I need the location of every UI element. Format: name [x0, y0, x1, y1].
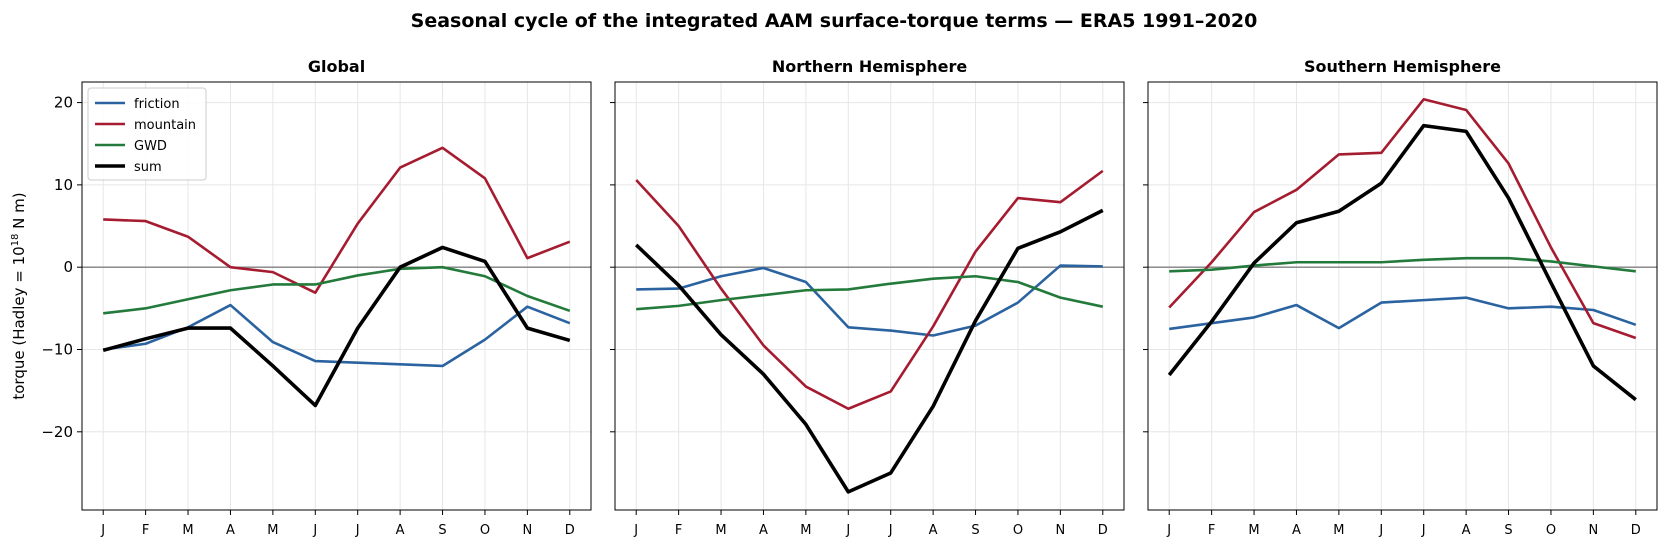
- x-tick-label: F: [675, 523, 682, 538]
- x-tick-label: S: [1504, 523, 1512, 538]
- x-tick-label: M: [1333, 523, 1344, 538]
- x-tick-label: S: [971, 523, 979, 538]
- legend-label: mountain: [134, 118, 196, 133]
- x-tick-label: O: [1013, 523, 1023, 538]
- x-tick-label: J: [1378, 523, 1383, 538]
- x-tick-label: A: [759, 523, 768, 538]
- series-line-mountain: [103, 146, 571, 295]
- x-tick-label: J: [100, 523, 105, 538]
- plot-frame: [81, 81, 592, 511]
- x-tick-label: F: [1208, 523, 1215, 538]
- legend: friction mountain GWD sum: [87, 87, 207, 181]
- plot-frame: [614, 81, 1125, 511]
- y-axis-label-exponent: 18: [10, 234, 21, 247]
- series-line-mountain: [635, 169, 1104, 411]
- series-line-mountain: [1168, 97, 1637, 340]
- x-tick-label: M: [182, 523, 193, 538]
- x-tick-label: J: [1166, 523, 1171, 538]
- x-tick-label: A: [1462, 523, 1471, 538]
- x-tick-label: S: [438, 523, 446, 538]
- x-tick-label: M: [267, 523, 278, 538]
- x-tick-label: J: [633, 523, 638, 538]
- x-tick-label: A: [929, 523, 938, 538]
- x-tick-label: N: [523, 523, 533, 538]
- x-tick-label: F: [142, 523, 149, 538]
- y-axis-label: torque (Hadley = 1018 N m): [10, 192, 28, 399]
- x-tick-label: N: [1056, 523, 1066, 538]
- series-line-gwd: [1169, 256, 1636, 273]
- series-line-gwd: [636, 274, 1104, 311]
- x-tick-label: D: [565, 523, 575, 538]
- figure-title: Seasonal cycle of the integrated AAM sur…: [411, 10, 1258, 32]
- y-tick-label: 10: [54, 176, 73, 194]
- y-axis-label-prefix: torque (Hadley = 10: [10, 246, 28, 399]
- y-axis-label-suffix: N m): [10, 192, 28, 233]
- x-tick-label: A: [226, 523, 235, 538]
- y-tick-label: 20: [54, 94, 73, 112]
- x-tick-label: A: [1292, 523, 1301, 538]
- legend-box: [87, 87, 207, 181]
- series-line-gwd: [103, 265, 571, 315]
- chart-panel-2: J F M A M J J A S O N D Northern Hemisphere: [610, 57, 1125, 538]
- x-tick-label: M: [715, 523, 726, 538]
- x-tick-label: D: [1098, 523, 1108, 538]
- y-tick-label: −20: [41, 423, 73, 441]
- x-tick-label: J: [355, 523, 360, 538]
- x-tick-label: M: [800, 523, 811, 538]
- panels: 20 10 0 −10 −20 J F M A M J J A S O N D Global friction mou…: [41, 57, 1658, 538]
- series-line-sum: [634, 208, 1104, 494]
- y-tick-label: 0: [63, 258, 73, 276]
- x-tick-label: D: [1631, 523, 1641, 538]
- legend-label: sum: [134, 160, 162, 175]
- x-tick-label: J: [888, 523, 893, 538]
- x-tick-label: O: [480, 523, 490, 538]
- chart-panel-3: J F M A M J J A S O N D Southern Hemisphere: [1143, 57, 1658, 538]
- x-tick-label: M: [1248, 523, 1259, 538]
- panel-title: Southern Hemisphere: [1304, 57, 1501, 76]
- legend-label: friction: [134, 97, 180, 112]
- x-tick-label: J: [1421, 523, 1426, 538]
- series-line-friction: [1169, 296, 1637, 331]
- x-tick-label: J: [312, 523, 317, 538]
- x-tick-label: N: [1589, 523, 1599, 538]
- chart-panel-1: 20 10 0 −10 −20 J F M A M J J A S O N D Global friction mou…: [41, 57, 592, 538]
- panel-title: Global: [308, 57, 365, 76]
- x-tick-label: A: [396, 523, 405, 538]
- x-tick-label: O: [1546, 523, 1556, 538]
- series-line-sum: [1167, 123, 1637, 402]
- plot-frame: [1147, 81, 1658, 511]
- panel-title: Northern Hemisphere: [772, 57, 968, 76]
- x-tick-label: J: [845, 523, 850, 538]
- legend-label: GWD: [134, 139, 167, 154]
- y-tick-label: −10: [41, 341, 73, 359]
- series-line-sum: [102, 245, 571, 408]
